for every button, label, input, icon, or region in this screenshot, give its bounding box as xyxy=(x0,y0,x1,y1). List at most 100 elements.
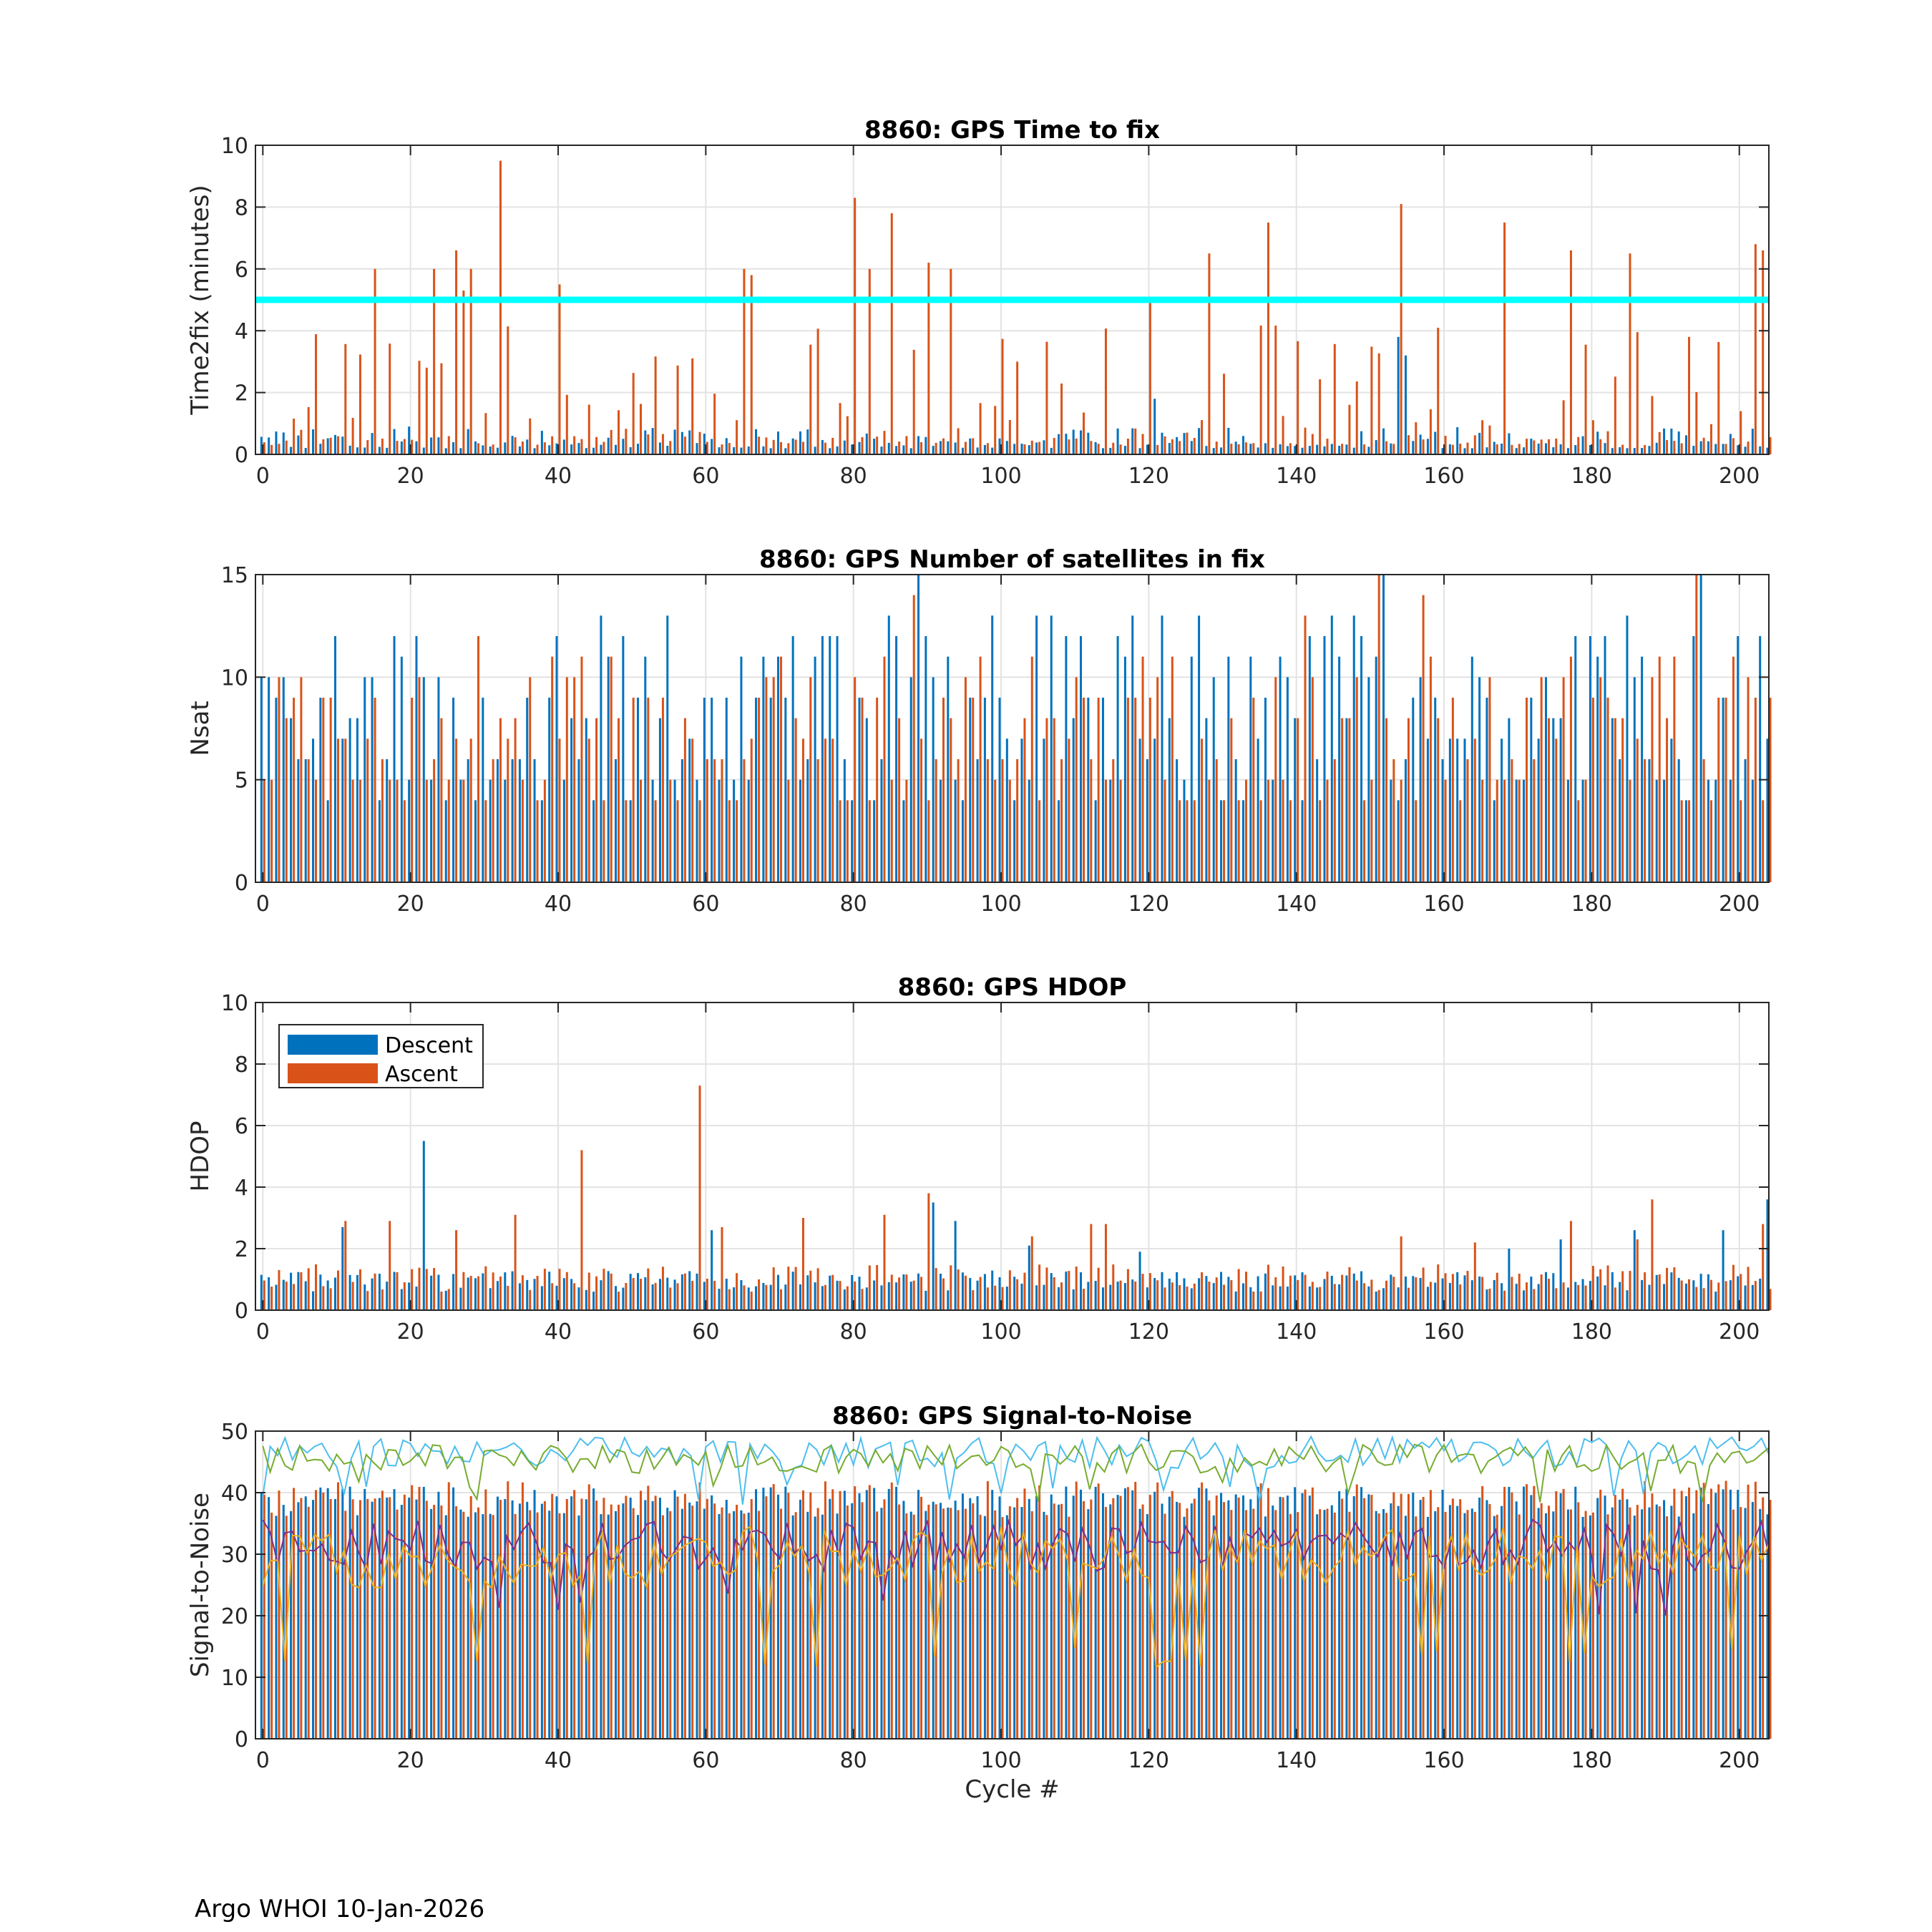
descent-bar xyxy=(348,445,351,454)
x-tick-label: 200 xyxy=(1719,1319,1760,1345)
descent-bar xyxy=(1655,1274,1658,1310)
descent-bar xyxy=(540,1286,543,1310)
descent-bar xyxy=(1176,759,1179,882)
descent-bar xyxy=(312,429,315,454)
descent-bar xyxy=(1286,1286,1289,1310)
ascent-bar xyxy=(765,1284,768,1310)
ascent-bar xyxy=(336,436,339,454)
ascent-bar xyxy=(1584,779,1587,882)
descent-bar xyxy=(784,1486,787,1739)
ascent-bar xyxy=(743,759,746,882)
ascent-bar xyxy=(994,1510,997,1739)
descent-bar xyxy=(1279,1286,1282,1310)
ascent-bar xyxy=(883,1214,886,1310)
descent-bar xyxy=(1766,1199,1769,1310)
descent-bar xyxy=(939,1503,942,1739)
ascent-bar xyxy=(440,1291,443,1310)
descent-bar xyxy=(762,1487,765,1739)
ascent-bar xyxy=(1075,438,1078,454)
ascent-bar xyxy=(1466,759,1469,882)
ascent-bar xyxy=(1385,1513,1388,1739)
descent-bar xyxy=(1441,759,1444,882)
ascent-bar xyxy=(1577,1502,1580,1739)
descent-bar xyxy=(1190,1288,1193,1310)
ascent-bar xyxy=(1496,779,1498,882)
x-tick-label: 0 xyxy=(256,1319,270,1345)
descent-bar xyxy=(1641,1279,1644,1310)
ascent-bar xyxy=(721,1226,723,1310)
ascent-bar xyxy=(381,1491,384,1739)
descent-bar xyxy=(909,1511,912,1739)
descent-bar xyxy=(378,1498,381,1739)
x-tick-label: 200 xyxy=(1719,892,1760,917)
ascent-bar xyxy=(1599,1489,1602,1739)
ascent-bar xyxy=(1569,250,1572,454)
descent-bar xyxy=(887,1488,890,1739)
descent-bar xyxy=(1190,1503,1193,1739)
ascent-bar xyxy=(927,1193,930,1310)
ascent-bar xyxy=(1651,396,1654,454)
descent-bar xyxy=(784,698,787,882)
descent-bar xyxy=(1390,1274,1392,1310)
ascent-bar xyxy=(1724,1281,1727,1310)
ascent-bar xyxy=(587,1484,590,1739)
ascent-bar xyxy=(551,656,554,882)
descent-bar xyxy=(1176,1272,1179,1310)
ascent-bar xyxy=(654,1496,657,1739)
ascent-bar xyxy=(1377,1289,1380,1310)
descent-bar xyxy=(526,698,529,882)
descent-bar xyxy=(282,432,285,454)
descent-bar xyxy=(1308,636,1311,882)
ascent-bar xyxy=(1526,698,1528,882)
ascent-bar xyxy=(351,417,354,454)
descent-bar xyxy=(1677,759,1680,882)
descent-bar xyxy=(1330,444,1333,454)
ascent-bar xyxy=(728,443,731,454)
ascent-bar xyxy=(912,1280,915,1310)
ascent-bar xyxy=(263,442,265,454)
descent-bar xyxy=(718,779,721,882)
ascent-bar xyxy=(307,406,310,454)
descent-bar xyxy=(895,1282,898,1310)
descent-bar xyxy=(1249,1499,1252,1739)
descent-bar xyxy=(1463,738,1466,882)
ascent-bar xyxy=(736,1504,738,1739)
ascent-bar xyxy=(351,1499,354,1739)
descent-bar xyxy=(1382,428,1385,454)
descent-bar xyxy=(1566,1509,1569,1739)
ascent-bar xyxy=(1415,422,1418,454)
ascent-bar xyxy=(794,1512,797,1739)
descent-bar xyxy=(1375,440,1377,454)
descent-bar xyxy=(755,698,758,882)
descent-bar xyxy=(533,1279,536,1310)
descent-bar xyxy=(1604,1285,1606,1310)
descent-bar xyxy=(1013,800,1016,882)
descent-bar xyxy=(836,446,839,454)
descent-bar xyxy=(666,445,669,454)
ascent-bar xyxy=(905,1513,908,1739)
ascent-bar xyxy=(396,779,399,882)
ascent-bar xyxy=(1644,444,1646,454)
ascent-bar xyxy=(1740,1274,1742,1310)
descent-bar xyxy=(673,1279,676,1310)
descent-bar xyxy=(1485,1289,1488,1310)
descent-bar xyxy=(1390,779,1392,882)
ascent-bar xyxy=(1148,698,1151,882)
ascent-bar xyxy=(647,698,650,882)
ascent-bar xyxy=(1614,1495,1616,1739)
descent-bar xyxy=(496,1281,499,1310)
descent-bar xyxy=(364,677,366,882)
ascent-bar xyxy=(293,1488,296,1739)
descent-bar xyxy=(1574,1486,1577,1739)
ascent-bar xyxy=(551,1283,554,1310)
descent-bar xyxy=(1655,442,1658,454)
ascent-bar xyxy=(647,434,650,454)
ascent-bar xyxy=(839,403,841,454)
descent-bar xyxy=(415,441,418,454)
ascent-bar xyxy=(758,1279,761,1310)
descent-bar xyxy=(511,1271,514,1310)
ascent-bar xyxy=(1422,1267,1425,1310)
ascent-bar xyxy=(1008,1506,1011,1739)
descent-bar xyxy=(1685,1283,1688,1310)
ascent-bar xyxy=(1577,800,1580,882)
